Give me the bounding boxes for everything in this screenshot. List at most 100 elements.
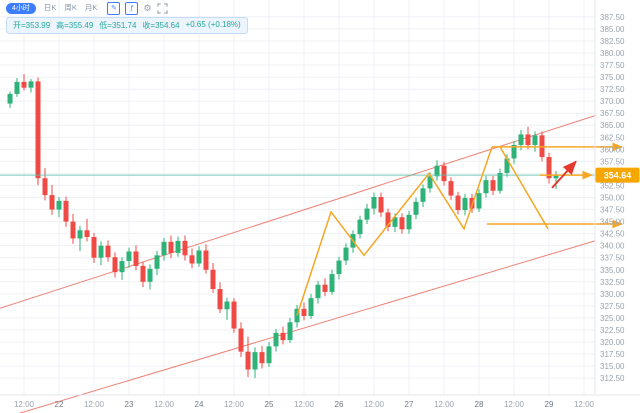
time-axis-label: 24: [195, 400, 204, 409]
candle: [273, 332, 279, 347]
price-axis-label: 345.00: [600, 218, 625, 227]
grid-layer: [0, 0, 595, 395]
price-axis-label: 337.50: [600, 254, 625, 263]
zigzag-tail-line[interactable]: [499, 146, 549, 230]
time-axis-label: 23: [125, 400, 134, 409]
price-axis-label: 387.50: [600, 13, 625, 22]
price-axis-label: 377.50: [600, 61, 625, 70]
candle: [441, 165, 447, 182]
time-axis-label: 12:00: [574, 400, 595, 409]
candle: [42, 178, 48, 196]
price-axis-label: 320.00: [600, 338, 625, 347]
current-price-tag: 354.64: [595, 167, 640, 183]
candle: [329, 274, 335, 292]
candle: [434, 165, 440, 177]
candle: [385, 212, 391, 227]
price-axis-label: 330.00: [600, 290, 625, 299]
candle: [546, 157, 552, 179]
ohlc-readout: 开=353.99 高=355.49 低=351.74 收=354.64 +0.6…: [6, 17, 248, 34]
candle: [168, 241, 174, 253]
price-axis-label: 362.50: [600, 133, 625, 142]
candle: [525, 134, 531, 145]
price-axis-label: 352.50: [600, 181, 625, 190]
candle: [462, 197, 468, 211]
candle: [490, 180, 496, 191]
chart-toolbar: 4小时 日K 周K 月K ✎ ƒ ⚙: [6, 1, 168, 15]
timeframe-tab-day[interactable]: 日K: [43, 3, 57, 13]
ohlc-open: 开=353.99: [13, 21, 51, 30]
price-axis-label: 332.50: [600, 278, 625, 287]
price-axis-label: 350.00: [600, 194, 625, 203]
candle: [63, 200, 69, 222]
fullscreen-icon[interactable]: [156, 2, 168, 14]
ohlc-low: 低=351.74: [99, 21, 137, 30]
candle: [133, 251, 139, 266]
candle: [427, 176, 433, 189]
candle: [364, 208, 370, 220]
annotations-layer[interactable]: [0, 142, 623, 316]
candle: [238, 328, 244, 352]
price-axis-label: 312.50: [600, 374, 625, 383]
indicator-icon[interactable]: ƒ: [125, 1, 139, 15]
ohlc-change: +0.65 (+0.18%): [185, 20, 241, 29]
time-axis-label: 12:00: [224, 400, 245, 409]
candle: [224, 301, 230, 310]
price-axis-label: 382.50: [600, 37, 625, 46]
candle: [413, 201, 419, 215]
draw-icon[interactable]: ✎: [107, 1, 121, 15]
candle: [336, 260, 342, 275]
price-axis-label: 327.50: [600, 302, 625, 311]
svg-text:354.64: 354.64: [604, 171, 632, 181]
candle: [266, 346, 272, 364]
time-axis-label: 12:00: [154, 400, 175, 409]
timeframe-tab-week[interactable]: 周K: [64, 3, 77, 13]
candle: [126, 251, 132, 262]
candle: [392, 217, 398, 227]
trendlines-layer[interactable]: [0, 115, 596, 413]
price-axis-label: 372.50: [600, 85, 625, 94]
price-axis-label: 325.00: [600, 314, 625, 323]
settings-icon[interactable]: ⚙: [143, 2, 152, 13]
price-axis-label: 367.50: [600, 109, 625, 118]
time-axis-label: 12:00: [294, 400, 315, 409]
candle: [189, 255, 195, 264]
candle: [161, 241, 167, 256]
timeframe-tab-month[interactable]: 月K: [84, 3, 98, 13]
zigzag-drawing[interactable]: [296, 146, 493, 316]
price-axis-label: 365.00: [600, 121, 625, 130]
candle: [532, 135, 538, 145]
candle: [140, 265, 146, 282]
candle: [196, 250, 202, 264]
candle: [7, 93, 13, 104]
candle: [497, 172, 503, 191]
price-axis-label: 357.50: [600, 157, 625, 166]
candle: [343, 247, 349, 261]
candle: [14, 81, 20, 94]
candle: [231, 301, 237, 329]
timeframe-selected-button[interactable]: 4小时: [6, 2, 36, 14]
red-arrow[interactable]: [551, 160, 577, 189]
candle: [357, 219, 363, 235]
candle: [476, 193, 482, 209]
time-axis-label: 12:00: [14, 400, 35, 409]
candle: [287, 322, 293, 341]
time-axis-label: 12:00: [504, 400, 525, 409]
candle: [175, 240, 181, 253]
price-axis-label: 370.00: [600, 97, 625, 106]
trendline[interactable]: [0, 240, 596, 413]
time-axis-label: 29: [545, 400, 554, 409]
candle: [35, 81, 41, 179]
ohlc-high: 高=355.49: [56, 21, 94, 30]
time-axis-label: 26: [335, 400, 344, 409]
candle: [49, 195, 55, 210]
toolbar-icon-group: ✎ ƒ ⚙: [107, 1, 168, 15]
candle: [280, 332, 286, 341]
candle: [21, 81, 27, 88]
candle: [518, 134, 524, 145]
trendline[interactable]: [0, 115, 596, 309]
candle: [105, 245, 111, 258]
price-axis-label: 322.50: [600, 326, 625, 335]
price-axis-label: 385.00: [600, 25, 625, 34]
